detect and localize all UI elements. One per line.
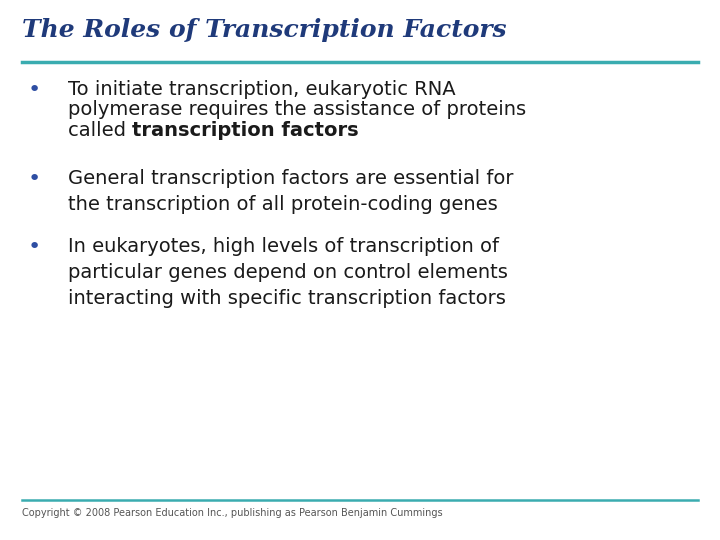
Text: called: called xyxy=(68,120,132,140)
Text: transcription factors: transcription factors xyxy=(132,120,359,140)
Text: The Roles of Transcription Factors: The Roles of Transcription Factors xyxy=(22,18,507,42)
Text: •: • xyxy=(28,238,41,258)
Text: In eukaryotes, high levels of transcription of
particular genes depend on contro: In eukaryotes, high levels of transcript… xyxy=(68,238,508,308)
Text: Copyright © 2008 Pearson Education Inc., publishing as Pearson Benjamin Cummings: Copyright © 2008 Pearson Education Inc.,… xyxy=(22,508,443,518)
Text: polymerase requires the assistance of proteins: polymerase requires the assistance of pr… xyxy=(68,100,526,119)
Text: •: • xyxy=(28,80,41,100)
Text: General transcription factors are essential for
the transcription of all protein: General transcription factors are essent… xyxy=(68,169,513,214)
Text: To initiate transcription, eukaryotic RNA: To initiate transcription, eukaryotic RN… xyxy=(68,80,456,99)
Text: •: • xyxy=(28,169,41,189)
